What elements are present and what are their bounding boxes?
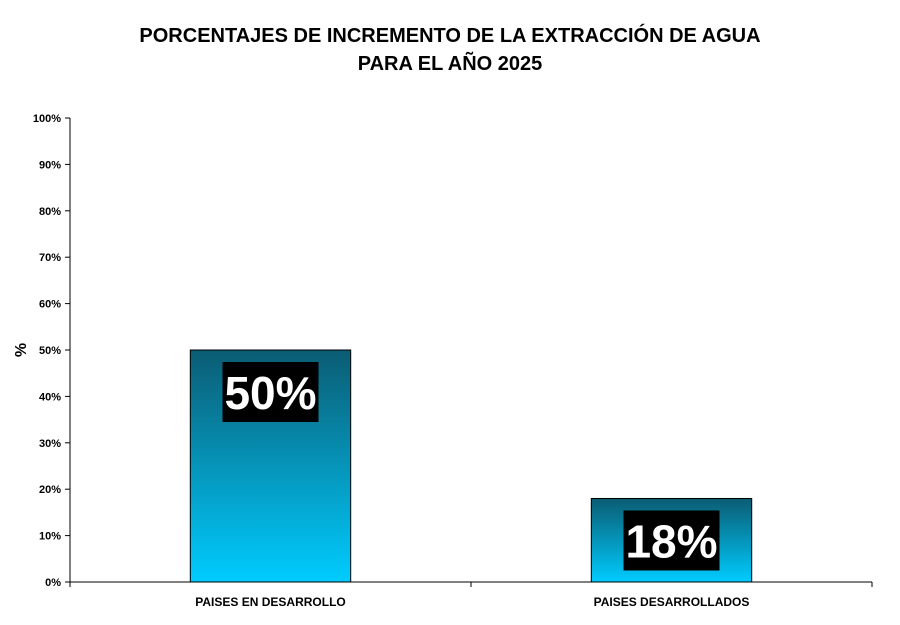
chart-title-line-2: PARA EL AÑO 2025 — [357, 53, 543, 75]
y-tick-label: 30% — [39, 438, 61, 450]
y-tick-label: 10% — [39, 531, 61, 543]
y-axis: 0% 10% 20% 30% 40% 50% 60% 70% 80% 90% 100% — [33, 113, 71, 589]
y-tick-label: 80% — [39, 206, 61, 218]
y-tick-label: 40% — [39, 391, 61, 403]
data-label-box — [623, 510, 720, 571]
y-tick-label: 60% — [39, 299, 61, 311]
x-tick-label: PAISES EN DESARROLLO — [195, 595, 345, 609]
data-labels: 50% 18% — [222, 362, 720, 571]
x-axis: PAISES EN DESARROLLO PAISES DESARROLLADOS — [69, 581, 873, 609]
y-tick-label: 0% — [45, 577, 61, 589]
y-tick-label: 20% — [39, 484, 61, 496]
data-label-box — [222, 362, 319, 422]
x-tick-label: PAISES DESARROLLADOS — [594, 595, 750, 609]
chart-title-line-1: PORCENTAJES DE INCREMENTO DE LA EXTRACCI… — [139, 25, 761, 47]
y-tick-label: 50% — [39, 345, 61, 357]
y-tick-label: 100% — [33, 113, 61, 125]
data-label: 18% — [625, 515, 717, 567]
y-axis-label: % — [13, 343, 30, 357]
y-tick-label: 70% — [39, 252, 61, 264]
y-tick-label: 90% — [39, 159, 61, 171]
data-label: 50% — [224, 367, 316, 419]
